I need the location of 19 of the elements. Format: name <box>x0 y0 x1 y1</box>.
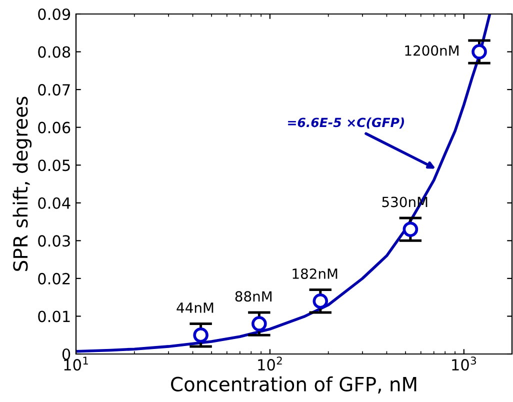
y-tick-label: 0.06 <box>38 122 70 134</box>
annotation: 44nM <box>176 302 214 313</box>
y-tick-label: 0 <box>62 348 70 360</box>
annotation: 182nM <box>292 268 338 279</box>
annotation: =6.6E-5 ×C(GFP) <box>288 118 404 129</box>
annotation: 88nM <box>235 291 272 302</box>
y-tick-label: 0.08 <box>38 46 70 58</box>
y-tick-label: 0.03 <box>38 235 70 247</box>
x-tick-label: 10$^{2}$ <box>258 356 282 371</box>
x-tick-label: 10$^{3}$ <box>452 356 476 371</box>
annotation: 1200nM <box>405 45 458 56</box>
y-tick-label: 0.09 <box>38 8 70 20</box>
y-tick-label: 0.02 <box>38 272 70 284</box>
y-axis-title: SPR shift, degrees <box>12 96 32 271</box>
y-tick-label: 0.05 <box>38 160 70 172</box>
y-tick-label: 0.01 <box>38 310 70 322</box>
y-tick-label: 0.04 <box>38 197 70 209</box>
y-tick-label: 0.07 <box>38 84 70 96</box>
x-axis-title: Concentration of GFP, nM <box>171 376 416 394</box>
